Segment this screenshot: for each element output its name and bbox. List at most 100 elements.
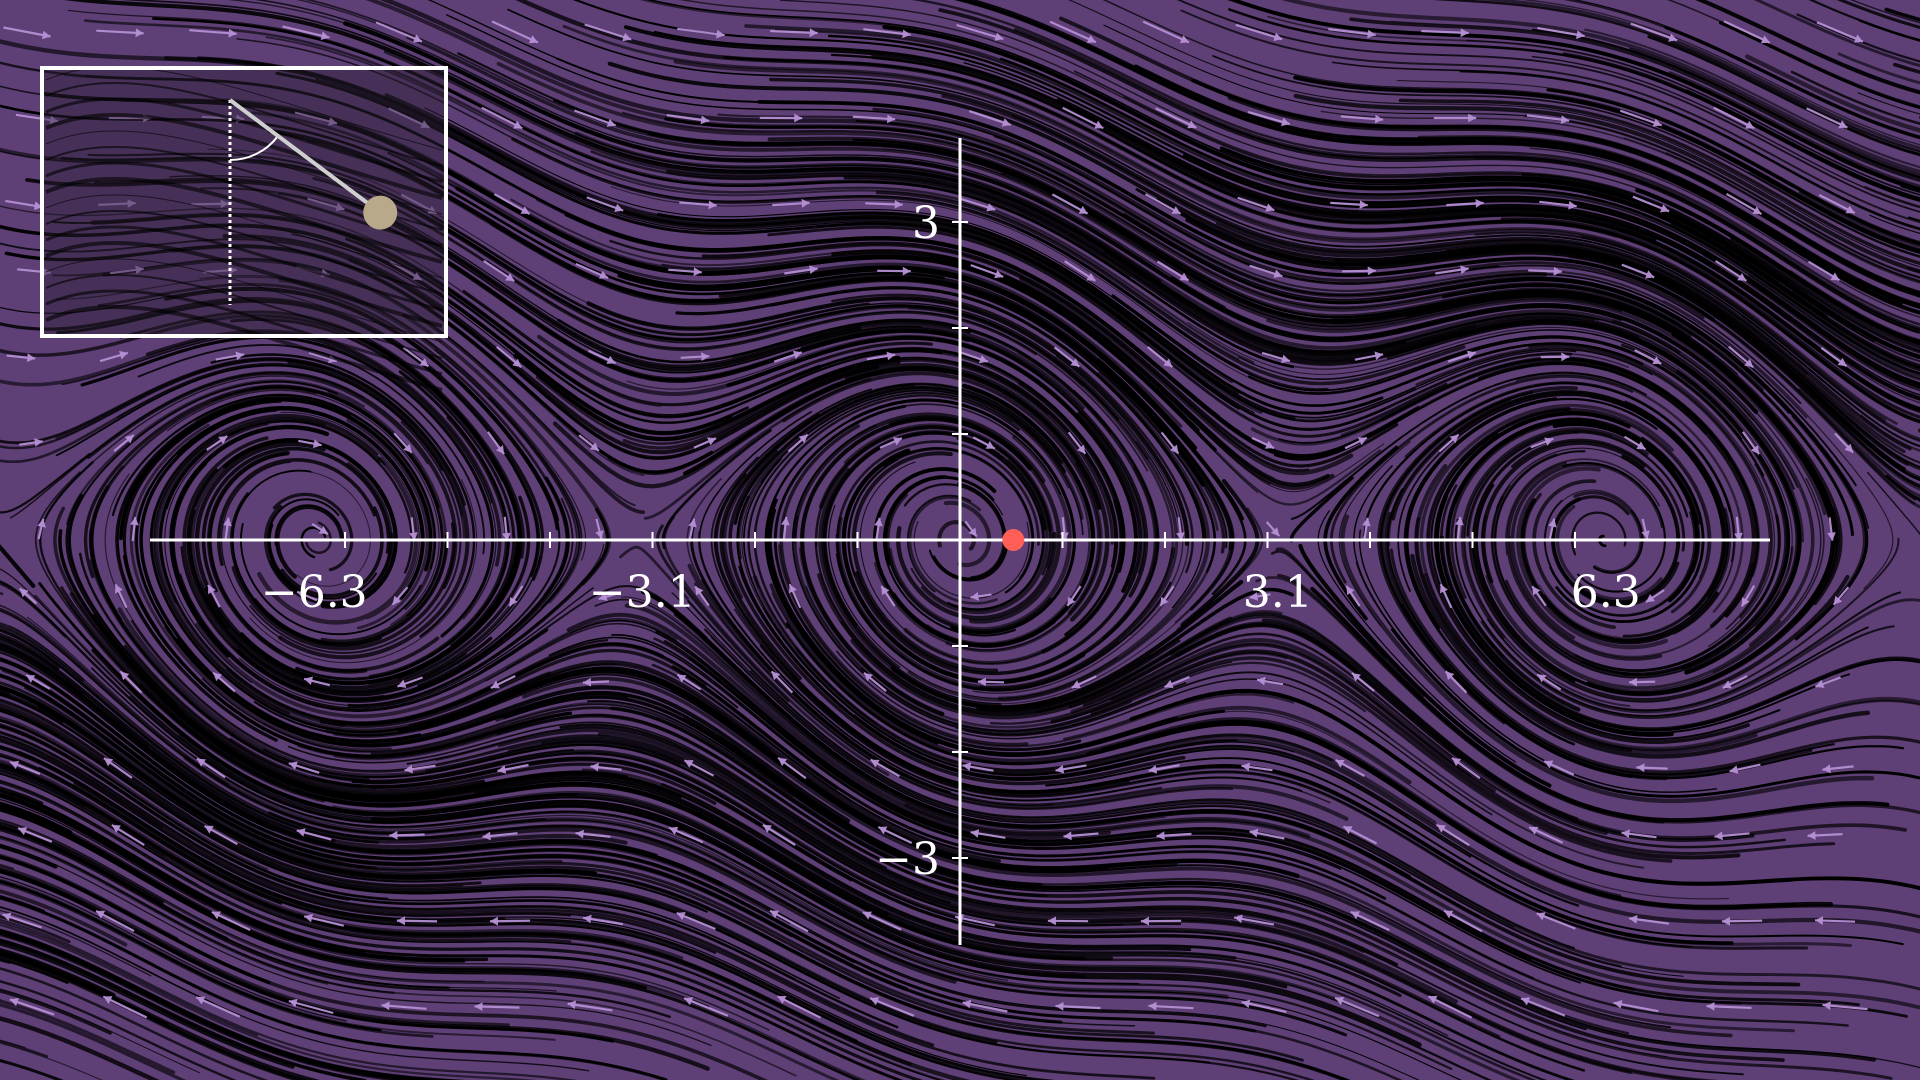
streamline xyxy=(1169,614,1907,840)
streamline xyxy=(1147,722,1920,919)
state-point xyxy=(1002,529,1025,551)
streamline xyxy=(1836,0,1920,29)
field-arrow xyxy=(977,677,1005,687)
field-arrow xyxy=(1159,585,1175,607)
streamline xyxy=(1289,476,1354,543)
streamline xyxy=(483,585,708,671)
streamline xyxy=(651,663,1849,1027)
streamline xyxy=(180,546,564,703)
streamline xyxy=(841,822,1920,1069)
streamline xyxy=(89,559,799,843)
streamline xyxy=(1857,92,1920,115)
streamline xyxy=(1796,221,1920,281)
field-arrow xyxy=(1714,831,1750,841)
field-arrow xyxy=(1155,107,1197,129)
streamline xyxy=(145,329,502,567)
field-arrow xyxy=(1063,831,1099,841)
field-arrow xyxy=(1742,431,1760,455)
field-arrow xyxy=(1822,764,1854,774)
field-arrow xyxy=(1820,346,1848,368)
streamline xyxy=(1073,70,1920,351)
field-arrow xyxy=(586,196,624,212)
streamline xyxy=(851,451,999,673)
streamline xyxy=(119,310,525,559)
streamline xyxy=(778,544,1295,748)
streamline xyxy=(726,335,1139,593)
streamline xyxy=(1480,620,1895,719)
streamline xyxy=(1869,214,1920,234)
streamline xyxy=(385,195,1149,461)
field-arrow xyxy=(396,916,438,926)
field-arrow xyxy=(130,516,139,542)
streamline xyxy=(0,692,708,913)
inset-streamline xyxy=(45,130,443,215)
field-arrow xyxy=(777,756,807,780)
streamline xyxy=(646,674,1796,1033)
streamline xyxy=(239,522,422,636)
streamline xyxy=(1573,454,1681,605)
field-arrow xyxy=(404,764,436,774)
streamline xyxy=(741,389,1050,682)
streamline xyxy=(855,412,1143,676)
streamline xyxy=(1298,543,1552,788)
streamline xyxy=(0,843,712,1047)
streamline xyxy=(1550,357,1760,618)
streamline xyxy=(873,483,1056,648)
streamline xyxy=(1212,55,1920,258)
field-arrow xyxy=(1740,585,1756,607)
field-arrow xyxy=(869,997,915,1017)
streamline xyxy=(522,676,1733,1038)
field-arrow xyxy=(582,677,610,687)
streamline xyxy=(993,135,1802,404)
streamline xyxy=(1531,55,1920,209)
field-arrow xyxy=(598,591,620,601)
field-arrow xyxy=(877,266,911,276)
streamline xyxy=(66,379,365,526)
streamline xyxy=(119,397,433,572)
streamline xyxy=(904,803,1920,1010)
streamline xyxy=(769,77,1912,451)
streamline xyxy=(496,714,1893,1080)
streamline xyxy=(1390,628,1920,798)
streamline xyxy=(0,452,91,514)
streamline xyxy=(67,9,1131,278)
streamline xyxy=(1584,28,1920,169)
streamline xyxy=(1454,518,1869,717)
streamline xyxy=(1742,97,1920,179)
streamline xyxy=(0,701,464,889)
streamline xyxy=(1798,191,1920,248)
streamline xyxy=(800,327,1149,598)
field-arrow xyxy=(491,20,539,44)
field-arrow xyxy=(683,759,715,777)
streamline xyxy=(1833,155,1920,192)
field-arrow xyxy=(1176,517,1185,541)
streamline xyxy=(907,480,1217,702)
streamline xyxy=(1290,371,1647,520)
x-tick-label: 6.3 xyxy=(1571,567,1641,618)
field-arrow xyxy=(207,584,221,608)
streamline xyxy=(886,466,1159,683)
field-arrow xyxy=(1815,676,1841,688)
field-arrow xyxy=(204,824,238,846)
field-arrow xyxy=(1351,672,1375,692)
streamline xyxy=(0,928,467,1080)
streamline xyxy=(0,622,85,682)
streamline xyxy=(1511,438,1686,552)
field-arrow xyxy=(1814,916,1856,925)
streamline xyxy=(886,493,1052,633)
streamline xyxy=(622,358,1114,545)
inset-streamline xyxy=(45,304,443,392)
field-arrow xyxy=(769,909,809,933)
field-arrow xyxy=(1706,1002,1752,1011)
field-arrow xyxy=(1362,517,1371,541)
streamline xyxy=(0,881,434,1038)
streamline xyxy=(1053,308,1382,506)
streamline xyxy=(1261,618,1755,843)
field-arrow xyxy=(497,763,529,774)
streamline xyxy=(611,634,1581,984)
streamline xyxy=(1476,520,1835,695)
streamline xyxy=(1045,757,1904,946)
streamline xyxy=(0,705,998,1045)
streamline xyxy=(1401,212,1920,413)
streamline xyxy=(0,649,791,924)
